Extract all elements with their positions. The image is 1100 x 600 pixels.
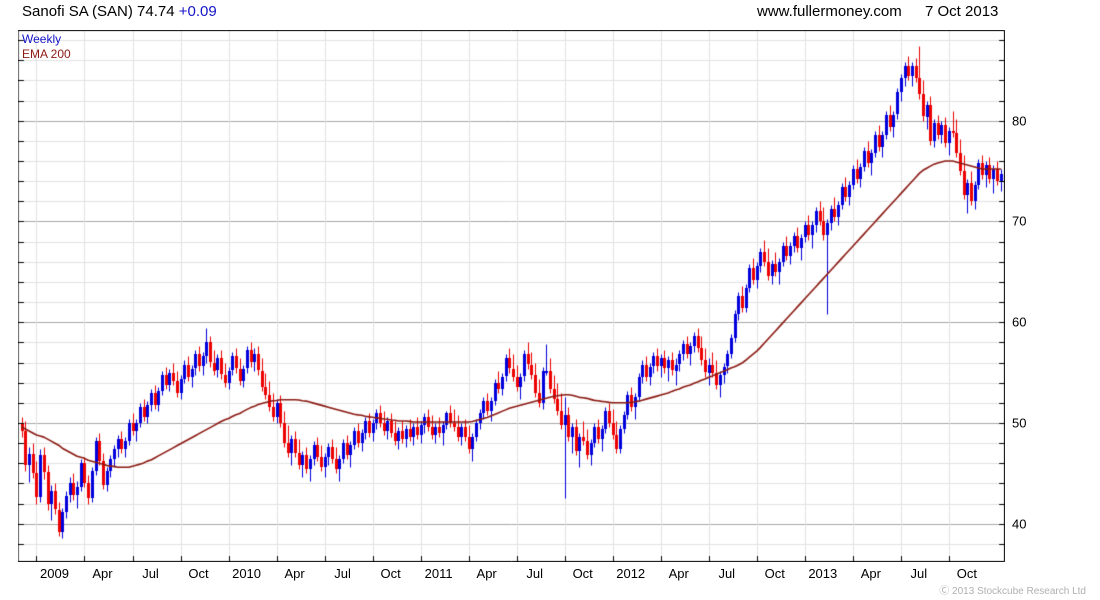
quote-date: 7 Oct 2013 <box>925 3 999 20</box>
price-change: +0.09 <box>178 3 217 20</box>
instrument-title: Sanofi SA (SAN) 74.74 +0.09 <box>22 3 217 20</box>
x-axis-tick-label: Oct <box>956 566 977 581</box>
y-axis-tick-label: 60 <box>1012 314 1027 330</box>
x-axis-tick-label: Jul <box>718 566 736 581</box>
legend-ema-200: EMA 200 <box>22 47 71 61</box>
x-axis-tick-label: Oct <box>764 566 785 581</box>
x-axis-tick-label: Jul <box>142 566 159 581</box>
site-url: www.fullermoney.com <box>757 3 902 20</box>
x-axis-tick-label: 2009 <box>40 566 69 581</box>
legend-timeframe: Weekly <box>22 32 62 46</box>
y-axis-tick-label: 70 <box>1012 213 1027 229</box>
x-axis-tick-label: 2013 <box>808 566 838 581</box>
x-axis-tick-label: 2011 <box>424 566 453 581</box>
copyright-notice: Ⓒ 2013 Stockcube Research Ltd <box>939 586 1086 597</box>
x-axis-tick-label: Jul <box>334 566 351 581</box>
x-axis-tick-label: Jul <box>910 566 928 581</box>
price-chart-plot-area: Weekly EMA 200 <box>18 30 1005 562</box>
x-axis-tick-label: Apr <box>92 566 113 581</box>
y-axis-tick-label: 80 <box>1012 113 1027 129</box>
x-axis-tick-label: 2012 <box>616 566 646 581</box>
instrument-name-and-price: Sanofi SA (SAN) 74.74 <box>22 3 175 20</box>
x-axis-tick-label: Apr <box>860 566 881 581</box>
x-axis-tick-label: Oct <box>380 566 401 581</box>
candlestick-canvas <box>18 30 1005 562</box>
x-axis-tick-label: Jul <box>526 566 543 581</box>
x-axis-tick-label: Oct <box>188 566 209 581</box>
x-axis-tick-label: Apr <box>668 566 689 581</box>
y-axis-tick-label: 40 <box>1012 516 1027 532</box>
y-axis-tick-label: 50 <box>1012 415 1027 431</box>
x-axis-tick-label: Apr <box>476 566 497 581</box>
x-axis-tick-label: 2010 <box>232 566 262 581</box>
x-axis-tick-label: Oct <box>572 566 593 581</box>
x-axis-tick-label: Apr <box>284 566 305 581</box>
